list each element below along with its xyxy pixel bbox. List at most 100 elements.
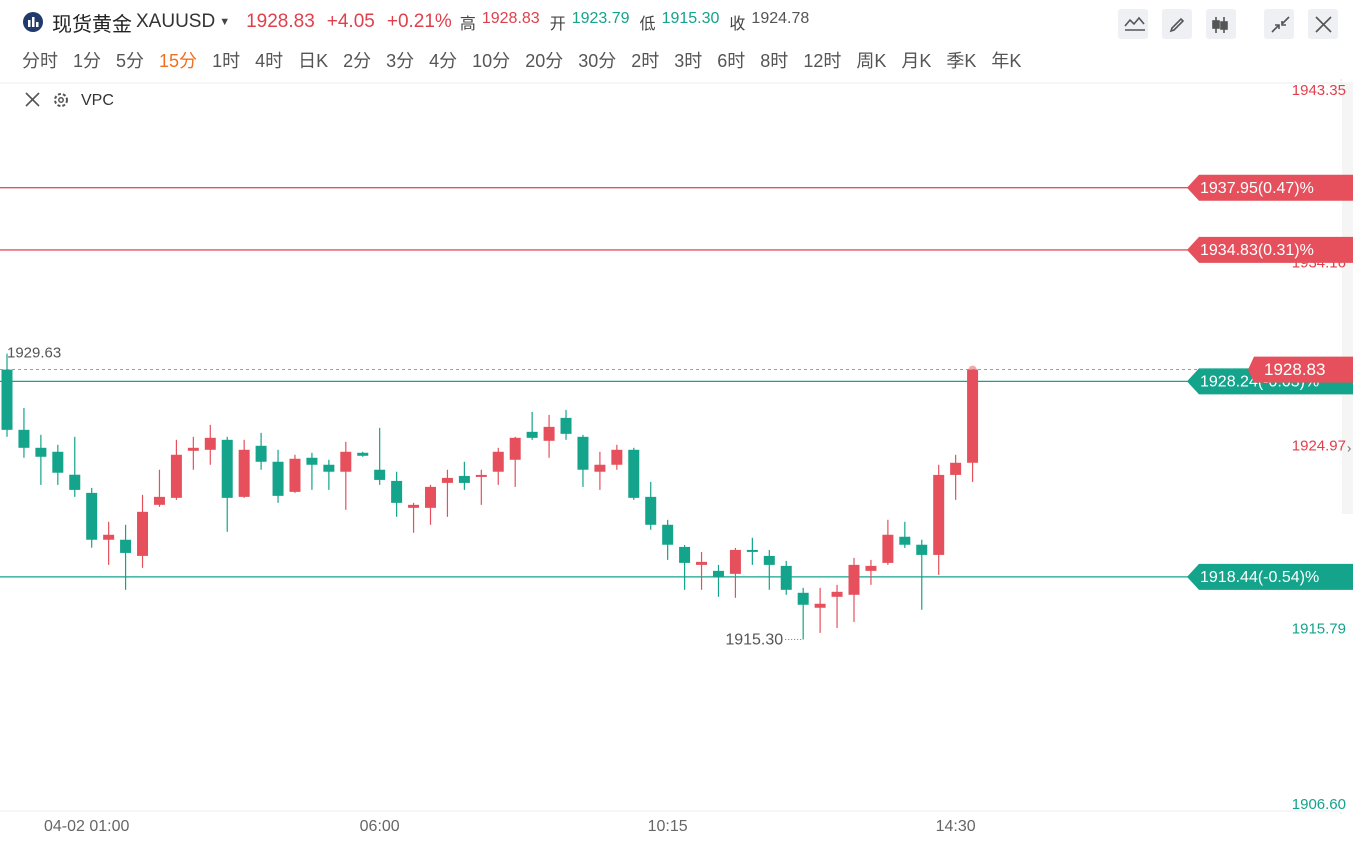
timeframe-tab[interactable]: 分时 <box>22 51 58 71</box>
candle-body <box>391 480 403 503</box>
candle-body <box>950 462 962 475</box>
candle-body <box>255 445 267 462</box>
timeframe-tab[interactable]: 15分 <box>159 51 198 71</box>
candle-body <box>814 603 826 608</box>
timeframe-tab[interactable]: 1分 <box>73 51 102 71</box>
scrollbar[interactable] <box>1342 84 1353 514</box>
y-tick-label: 1906.60 <box>1292 796 1346 813</box>
candle-body <box>560 417 572 434</box>
candle-body <box>611 449 623 465</box>
indicator-label: VPC <box>81 92 114 109</box>
low-label: 1915.30 <box>725 632 783 649</box>
candle-body <box>967 369 979 463</box>
timeframe-tab[interactable]: 2时 <box>631 51 660 71</box>
stat-value: 1915.30 <box>661 10 720 27</box>
candle-body <box>103 534 115 540</box>
timeframe-tab[interactable]: 6时 <box>717 51 746 71</box>
price-tag-label: 1934.83(0.31)% <box>1200 242 1314 259</box>
timeframe-tab[interactable]: 30分 <box>578 51 617 71</box>
candle-body <box>696 561 708 565</box>
timeframe-tab[interactable]: 周K <box>856 51 887 71</box>
timeframe-tab[interactable]: 月K <box>901 51 932 71</box>
dropdown[interactable]: ▼ <box>219 16 231 28</box>
timeframe-tab[interactable]: 20分 <box>525 51 564 71</box>
x-tick-label: 04-02 01:00 <box>44 818 130 835</box>
candle-body <box>780 565 792 590</box>
logo <box>23 12 43 32</box>
candle-body <box>137 511 149 556</box>
candle-body <box>899 536 911 545</box>
candle-body <box>763 555 775 565</box>
stat-label: 高 <box>459 16 476 33</box>
candle-body <box>52 451 64 473</box>
current-price-tag <box>1248 356 1353 383</box>
candle-body <box>340 451 352 472</box>
candle-body <box>289 458 301 492</box>
timeframe-tabs: 分时 1分 5分 15分 1时 4时 日K 2分 3分 4分 10分 20分 30分 2时 3时 6时 8时 12… <box>22 47 1036 73</box>
tool-button[interactable] <box>1264 9 1294 39</box>
scroll-arrow[interactable]: › <box>1347 440 1351 455</box>
candle-body <box>323 464 335 472</box>
change-pct: +0.21% <box>386 11 452 32</box>
close-indicator[interactable] <box>25 92 40 107</box>
candle-body <box>882 534 894 563</box>
timeframe-tab[interactable]: 3分 <box>386 51 415 71</box>
candle-body <box>509 437 521 460</box>
candle-body <box>594 464 606 472</box>
candle-body <box>645 496 657 525</box>
candle-body <box>306 457 318 465</box>
timeframe-tab[interactable]: 4分 <box>429 51 458 71</box>
candle-body <box>526 431 538 438</box>
candle-body <box>1 369 13 430</box>
price-tag <box>1187 236 1353 263</box>
candle-body <box>272 461 284 496</box>
timeframe-tab[interactable]: 2分 <box>343 51 372 71</box>
candle-body <box>628 449 640 498</box>
y-tick-label: 1943.35 <box>1292 82 1346 99</box>
candle-body <box>797 592 809 605</box>
timeframe-tab[interactable]: 日K <box>298 51 329 71</box>
candle-body <box>153 496 165 505</box>
settings-icon[interactable] <box>54 93 68 107</box>
stat-label: 低 <box>639 16 656 33</box>
candle-body <box>475 474 487 477</box>
timeframe-tab[interactable]: 10分 <box>472 51 511 71</box>
x-tick-label: 10:15 <box>648 818 688 835</box>
timeframe-tab[interactable]: 5分 <box>116 51 145 71</box>
candle-body <box>238 449 250 497</box>
stat-label: 开 <box>549 16 566 33</box>
candle-body <box>492 451 504 472</box>
price-tag-label: 1918.44(-0.54)% <box>1200 569 1319 586</box>
timeframe-tab[interactable]: 12时 <box>803 51 842 71</box>
symbol[interactable]: XAUUSD <box>136 11 216 32</box>
candle-body <box>831 591 843 597</box>
candle-body <box>746 549 758 552</box>
stat-value: 1923.79 <box>571 10 630 27</box>
stats: 高 1928.83 开 1923.79 低 1915.30 收 1924.78 <box>460 10 813 34</box>
candle-body <box>120 539 132 553</box>
candle-body <box>35 447 47 457</box>
candles <box>1 353 979 640</box>
candle-body <box>170 454 182 498</box>
timeframe-tab[interactable]: 8时 <box>760 51 789 71</box>
candle-body <box>662 524 674 545</box>
candle-body <box>543 426 555 441</box>
price-tag <box>1187 174 1353 201</box>
price: 1928.83 <box>246 11 315 32</box>
symbol-name: 现货黄金 <box>52 13 132 36</box>
stat-label: 收 <box>729 16 746 33</box>
timeframe-tab[interactable]: 3时 <box>674 51 703 71</box>
settings-icon <box>58 97 64 103</box>
timeframe-tab[interactable]: 1时 <box>212 51 241 71</box>
change: +4.05 <box>326 11 375 32</box>
candle-body <box>729 549 741 574</box>
candle-body <box>577 436 589 470</box>
timeframe-tab[interactable]: 4时 <box>255 51 284 71</box>
timeframe-tab[interactable]: 年K <box>991 51 1022 71</box>
candle-body <box>374 469 386 480</box>
y-tick-label: 1915.79 <box>1292 621 1346 638</box>
candle-body <box>933 474 945 555</box>
timeframe-tab[interactable]: 季K <box>946 51 977 71</box>
